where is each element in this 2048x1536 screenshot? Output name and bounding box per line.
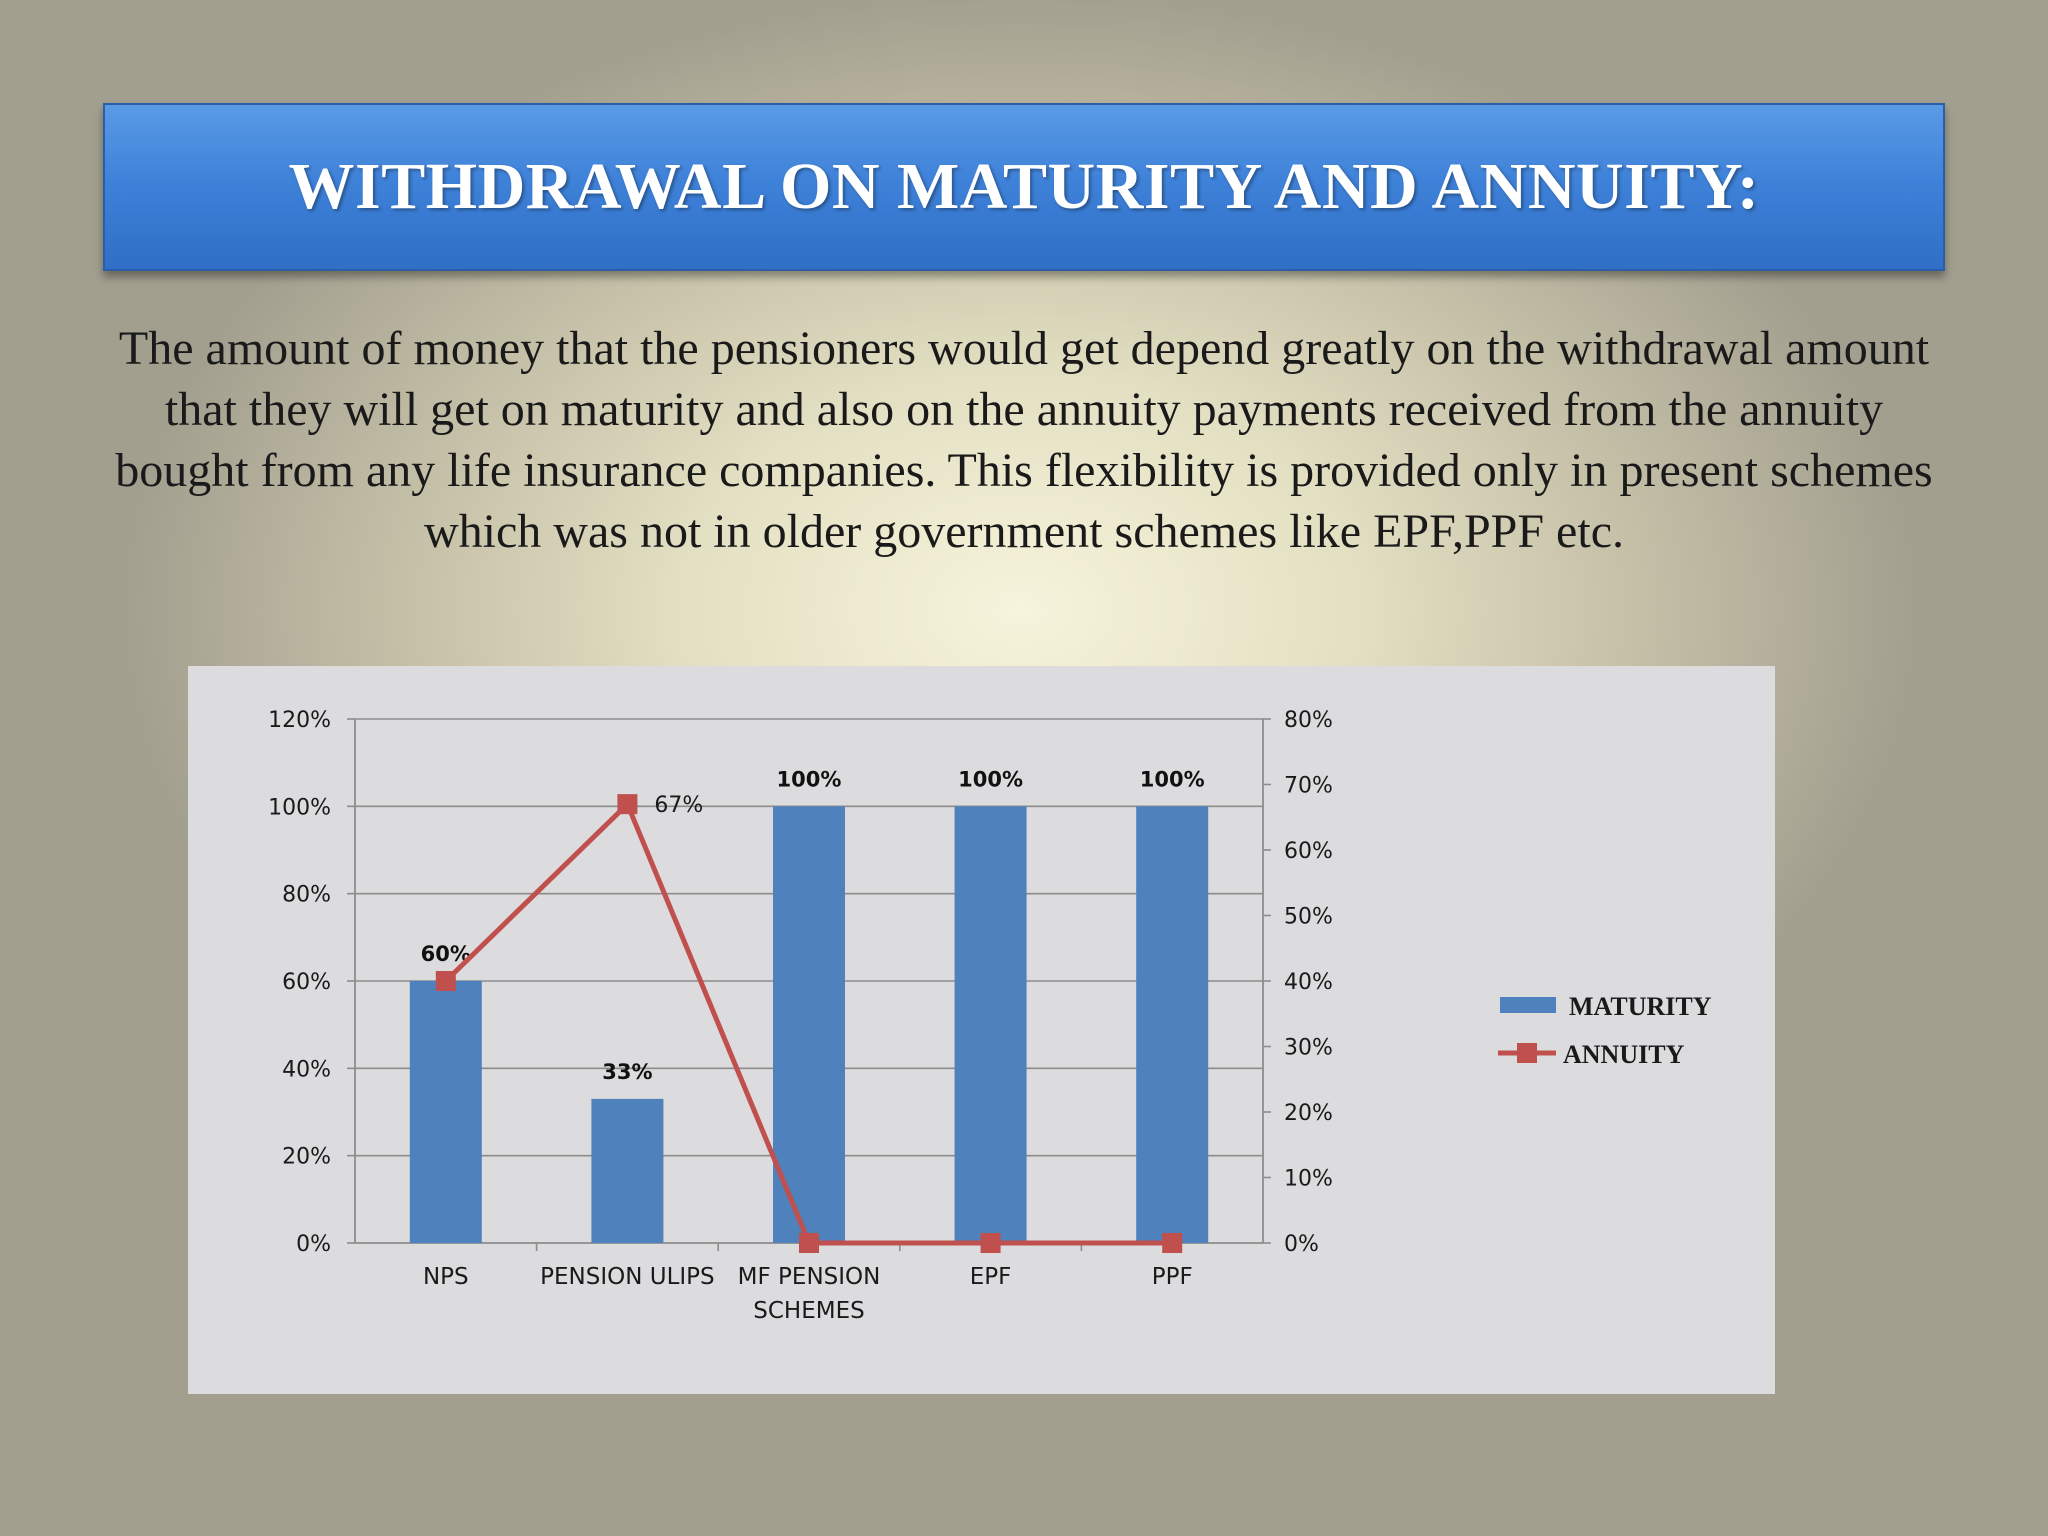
category-label: PENSION ULIPS xyxy=(540,1264,715,1290)
line-point-marker xyxy=(980,1233,1001,1253)
right-axis-tick-label: 70% xyxy=(1284,774,1333,799)
bar-maturity xyxy=(591,1098,664,1243)
left-axis-tick-label: 0% xyxy=(296,1232,331,1257)
left-axis-tick-label: 120% xyxy=(268,708,331,733)
left-axis-tick-label: 100% xyxy=(268,795,331,820)
right-axis-tick-label: 60% xyxy=(1284,839,1333,864)
bar-maturity xyxy=(409,981,482,1243)
line-point-marker xyxy=(435,971,456,991)
left-axis-tick-label: 20% xyxy=(282,1145,331,1170)
right-axis-tick-label: 20% xyxy=(1284,1101,1333,1126)
bar-data-label: 100% xyxy=(1140,767,1205,791)
bar-data-label: 33% xyxy=(602,1060,652,1084)
bar-maturity xyxy=(1136,806,1209,1243)
category-label: SCHEMES xyxy=(753,1298,864,1324)
right-axis-tick-label: 40% xyxy=(1284,970,1333,995)
line-point-marker xyxy=(799,1233,819,1253)
line-data-label: 67% xyxy=(654,793,703,818)
bar-data-label: 100% xyxy=(958,767,1023,791)
line-point-marker xyxy=(1162,1233,1183,1253)
left-axis-tick-label: 60% xyxy=(282,970,331,995)
category-label: MF PENSION xyxy=(738,1264,881,1290)
right-axis-tick-label: 80% xyxy=(1284,708,1333,733)
slide-title: WITHDRAWAL ON MATURITY AND ANNUITY: xyxy=(288,150,1760,223)
slide-body-text: The amount of money that the pensioners … xyxy=(115,322,1933,558)
legend-label-maturity: MATURITY xyxy=(1569,992,1712,1021)
title-banner: WITHDRAWAL ON MATURITY AND ANNUITY: xyxy=(103,103,1945,271)
category-label: EPF xyxy=(970,1264,1012,1290)
line-point-marker xyxy=(617,794,638,815)
left-axis-tick-label: 40% xyxy=(282,1057,331,1082)
legend-swatch-maturity xyxy=(1500,997,1556,1013)
category-label: NPS xyxy=(423,1264,469,1290)
bar-data-label: 100% xyxy=(777,767,842,791)
right-axis-tick-label: 30% xyxy=(1284,1036,1333,1061)
right-axis-tick-label: 0% xyxy=(1284,1232,1319,1257)
legend-swatch-marker-annuity xyxy=(1517,1043,1537,1063)
legend-label-annuity: ANNUITY xyxy=(1563,1040,1685,1069)
bar-maturity xyxy=(773,806,845,1243)
right-axis-tick-label: 10% xyxy=(1284,1167,1333,1192)
category-label: PPF xyxy=(1152,1264,1193,1290)
right-axis-tick-label: 50% xyxy=(1284,905,1333,930)
chart-panel: 0% 20% 40% 60% 80% 100% 120% 0% 10% 20% 30% 40% 50% 6… xyxy=(188,666,1775,1394)
combo-chart: 0% 20% 40% 60% 80% 100% 120% 0% 10% 20% 30% 40% 50% 6… xyxy=(268,708,1712,1324)
left-axis-tick-label: 80% xyxy=(282,883,331,908)
bar-maturity xyxy=(954,806,1027,1243)
